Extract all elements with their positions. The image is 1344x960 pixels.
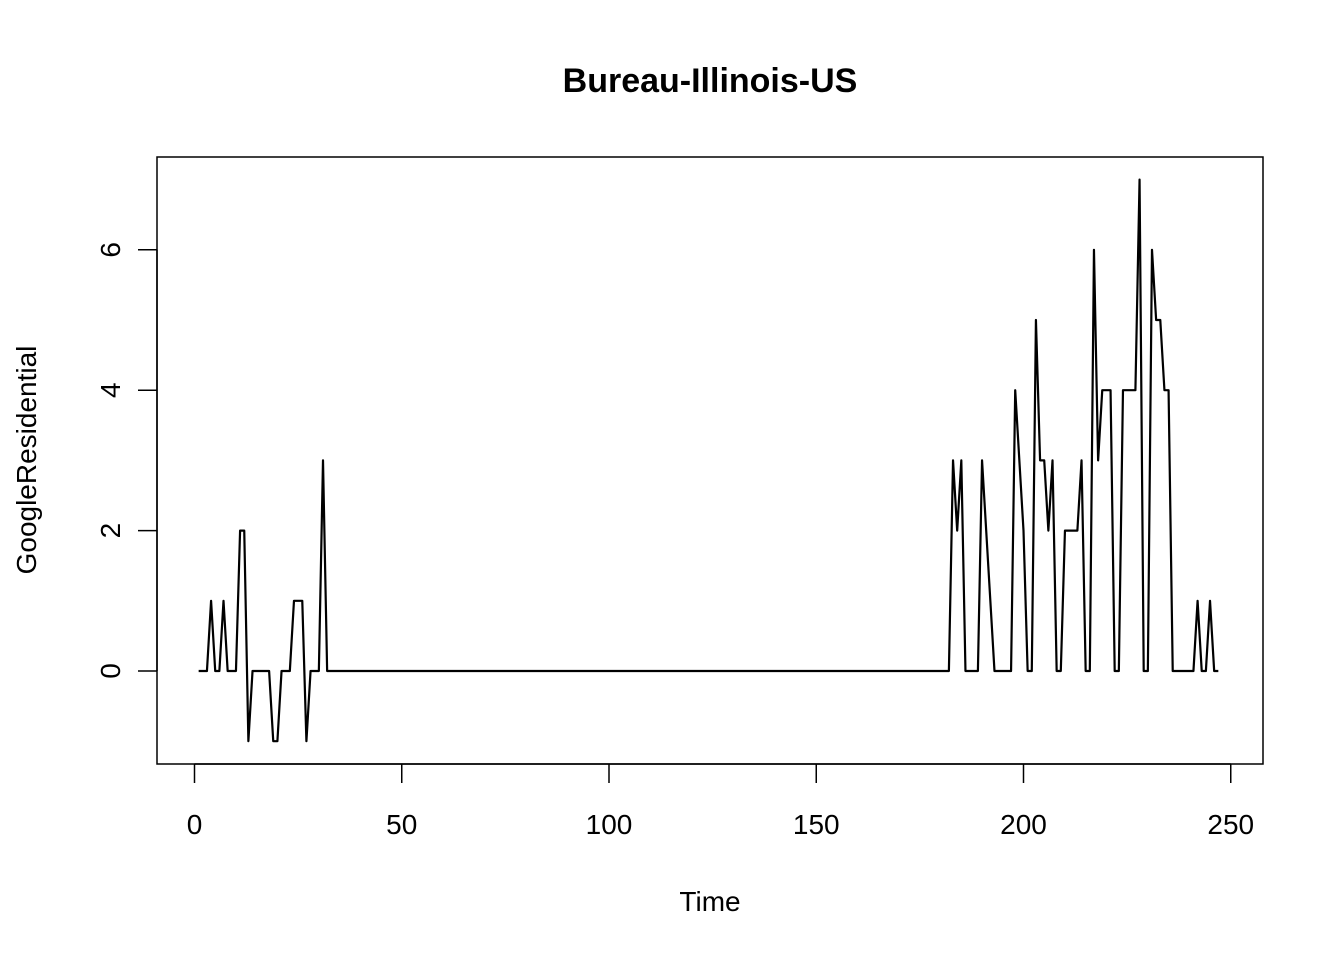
y-tick-label: 6 (95, 242, 126, 258)
series-line (198, 178, 1219, 743)
x-tick-label: 100 (586, 809, 633, 840)
y-tick-label: 4 (95, 382, 126, 398)
x-tick-label: 250 (1207, 809, 1254, 840)
x-tick-label: 200 (1000, 809, 1047, 840)
x-axis-label: Time (679, 886, 740, 917)
chart-title: Bureau-Illinois-US (563, 62, 858, 100)
x-tick-label: 150 (793, 809, 840, 840)
y-axis: 0 2 4 6 (95, 242, 158, 679)
series-layer (198, 178, 1219, 743)
x-axis: 0 50 100 150 200 250 (187, 763, 1254, 840)
x-tick-label: 0 (187, 809, 203, 840)
y-tick-label: 0 (95, 663, 126, 679)
y-tick-label: 2 (95, 523, 126, 539)
y-axis-label: GoogleResidential (11, 346, 42, 575)
x-tick-label: 50 (386, 809, 417, 840)
